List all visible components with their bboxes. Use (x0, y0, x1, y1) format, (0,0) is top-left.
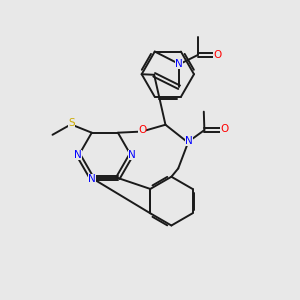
Text: O: O (220, 124, 228, 134)
Text: O: O (138, 125, 146, 135)
Text: N: N (128, 150, 135, 160)
Text: N: N (185, 136, 193, 146)
Text: O: O (213, 50, 222, 59)
Text: S: S (68, 118, 75, 128)
Text: N: N (74, 150, 82, 160)
Text: N: N (88, 174, 96, 184)
Text: N: N (175, 59, 183, 69)
